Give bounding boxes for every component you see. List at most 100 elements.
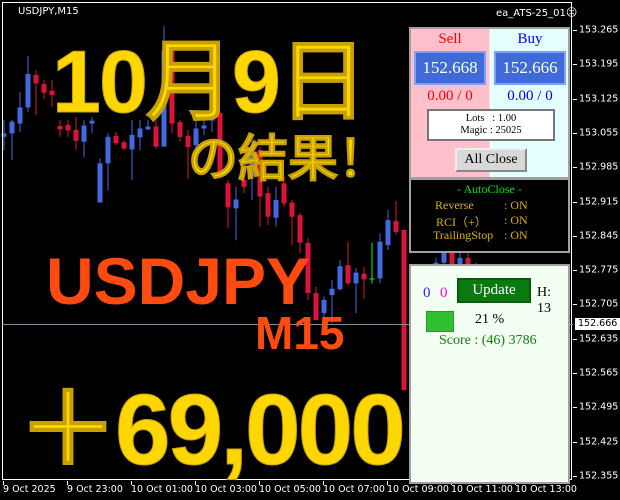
time-label: 10 Oct 13:00: [515, 484, 577, 495]
count-blue: 0: [423, 285, 431, 301]
candle-body: [249, 150, 255, 177]
candle: [49, 79, 55, 107]
sell-button[interactable]: 152.668: [414, 51, 486, 85]
candle: [113, 131, 119, 146]
candle: [105, 133, 111, 191]
candle: [281, 176, 287, 207]
candle-body: [33, 75, 39, 84]
candle-body: [9, 121, 15, 134]
candle-body: [161, 50, 167, 147]
candle-body: [441, 252, 447, 263]
candle-body: [81, 125, 87, 142]
price-label: 152.565: [579, 367, 619, 379]
reverse-value: : ON: [504, 198, 528, 212]
time-label: 10 Oct 03:00: [195, 484, 257, 495]
h-value: H: 13: [537, 285, 551, 316]
time-label: 9 Oct 23:00: [67, 484, 123, 495]
candle-body: [73, 129, 79, 141]
headline-timeframe: M15: [255, 307, 345, 359]
candle-body: [89, 120, 95, 124]
candle-body: [393, 221, 399, 232]
candle: [73, 117, 79, 151]
candle-body: [113, 135, 119, 144]
time-tick: [3, 481, 4, 485]
time-label: 10 Oct 11:00: [451, 484, 513, 495]
candle: [97, 158, 103, 203]
candle: [329, 279, 335, 324]
candle-body: [177, 122, 183, 137]
chart-symbol-label: USDJPY,M15: [18, 6, 79, 17]
candle: [401, 229, 407, 391]
price-tick: [573, 235, 577, 237]
candle: [145, 120, 151, 130]
price-label: 152.845: [579, 230, 619, 242]
update-button[interactable]: Update: [457, 278, 531, 303]
rci-value: : ON: [504, 213, 528, 227]
progress-text: 21 %: [475, 312, 505, 327]
all-close-button[interactable]: All Close: [455, 148, 527, 172]
headline-result: の結果！: [188, 131, 389, 187]
candle-body: [257, 150, 263, 197]
candle-body: [121, 142, 127, 149]
current-price-label: 152.666: [575, 318, 620, 330]
candle: [225, 179, 231, 229]
candle-body: [105, 136, 111, 164]
candle-body: [97, 163, 103, 203]
candle: [305, 238, 311, 300]
headline-date: 10月9日: [52, 32, 368, 131]
buy-profit-loss: 0.00 / 0: [507, 88, 553, 104]
candle-body: [273, 200, 279, 218]
time-label: 10 Oct 07:00: [323, 484, 385, 495]
price-tick: [573, 373, 577, 374]
candle-body: [313, 293, 319, 321]
candle-body: [337, 266, 343, 290]
candle-body: [361, 273, 367, 280]
candle: [257, 146, 263, 227]
price-tick: [573, 30, 577, 31]
lots-info-box: Lots : 1.00 Magic : 25025: [427, 109, 555, 141]
price-tick: [573, 441, 577, 443]
time-label: 10 Oct 05:00: [259, 484, 321, 495]
sad-face-icon: ☹: [565, 6, 578, 19]
candle-body: [49, 90, 55, 96]
time-tick: [67, 481, 68, 485]
candle-body: [457, 257, 463, 268]
trailing-stop-label: TrailingStop: [433, 228, 494, 242]
trailing-stop-value: : ON: [504, 228, 528, 242]
candle-body: [369, 278, 375, 280]
candle: [297, 212, 303, 254]
sell-label: Sell: [438, 31, 462, 47]
candle: [81, 120, 87, 157]
candle-body: [129, 134, 135, 150]
candle: [313, 286, 319, 321]
candle-body: [41, 83, 47, 93]
candle-body: [169, 49, 175, 124]
candle-body: [281, 183, 287, 204]
candle-body: [193, 128, 199, 146]
candle: [65, 120, 71, 137]
price-tick: [573, 98, 577, 100]
price-label: 153.125: [579, 93, 619, 105]
chart-frame: [2, 2, 572, 480]
candle-body: [305, 243, 311, 294]
time-tick: [259, 481, 260, 485]
candle: [177, 120, 183, 142]
candle-body: [145, 126, 151, 130]
candle: [241, 173, 247, 194]
price-label: 153.265: [579, 24, 619, 36]
candle-body: [233, 199, 239, 209]
price-label: 152.355: [579, 470, 619, 482]
candle-body: [57, 126, 63, 130]
candle-body: [209, 114, 215, 121]
candle: [369, 242, 375, 284]
candle: [25, 55, 31, 112]
price-tick: [573, 167, 577, 169]
candle: [289, 200, 295, 246]
progress-indicator: [426, 311, 454, 332]
buy-button[interactable]: 152.666: [494, 51, 566, 85]
price-tick: [573, 64, 577, 66]
reverse-label: Reverse: [435, 198, 474, 212]
buy-label: Buy: [517, 31, 543, 47]
time-label: 9 Oct 2025: [3, 484, 56, 495]
